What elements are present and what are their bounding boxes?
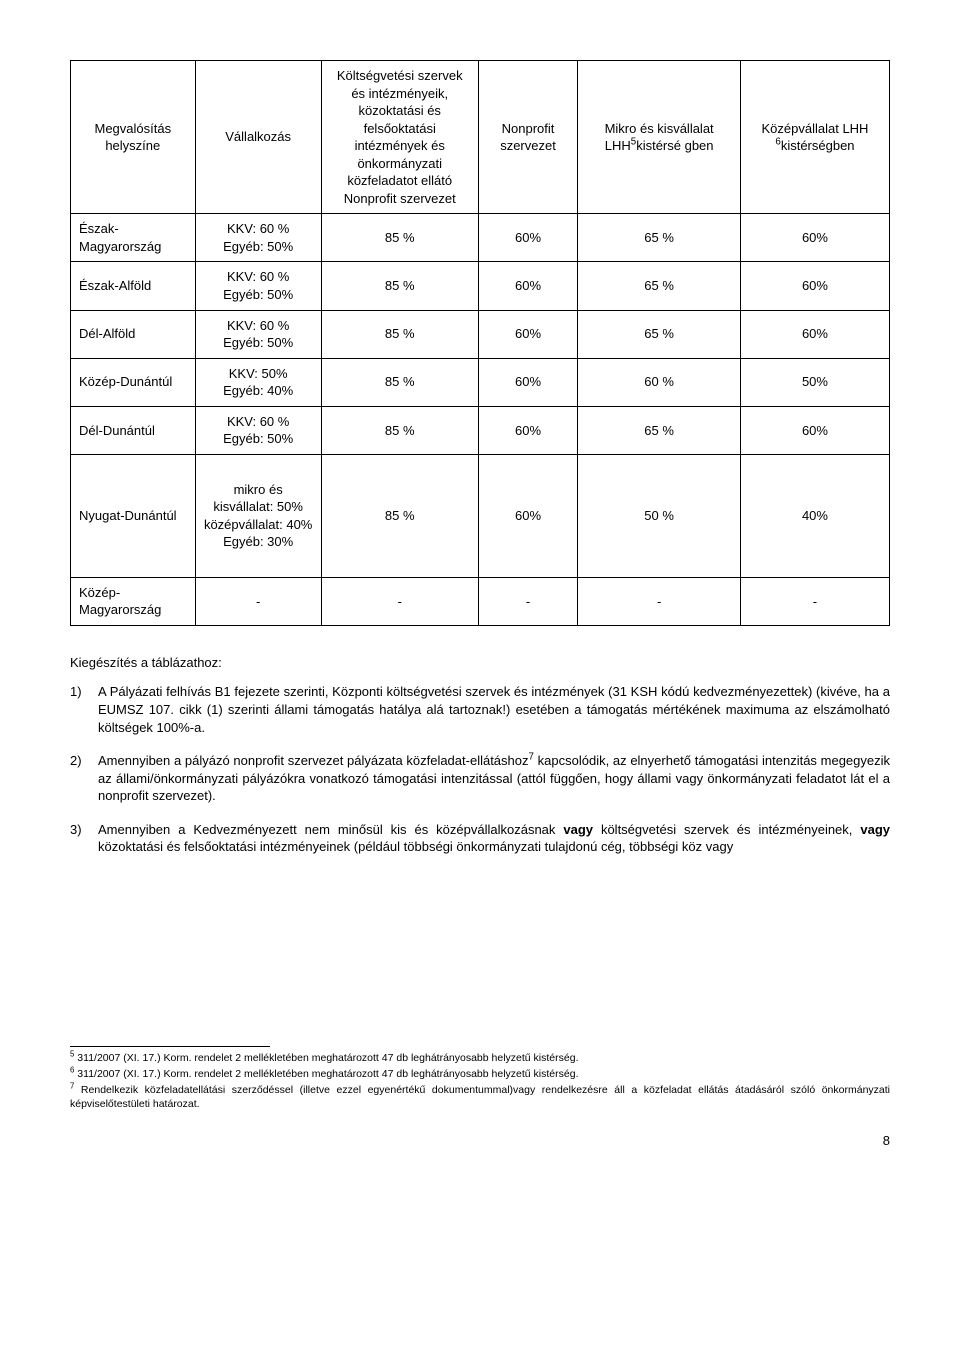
col-kozep: Középvállalat LHH 6kistérségben xyxy=(740,61,889,214)
cell-value: 85 % xyxy=(321,310,478,358)
cell-vallalkozas: KKV: 50%Egyéb: 40% xyxy=(195,358,321,406)
list-item: Amennyiben a pályázó nonprofit szervezet… xyxy=(98,752,890,805)
cell-value: 60% xyxy=(478,214,578,262)
col-nonprofit: Nonprofit szervezet xyxy=(478,61,578,214)
col-region: Megvalósítás helyszíne xyxy=(71,61,196,214)
table-row: Közép-Magyarország----- xyxy=(71,577,890,625)
cell-region: Észak-Magyarország xyxy=(71,214,196,262)
cell-value: 65 % xyxy=(578,406,741,454)
cell-value: 85 % xyxy=(321,454,478,577)
cell-region: Közép-Dunántúl xyxy=(71,358,196,406)
cell-value: 60% xyxy=(478,406,578,454)
cell-value: 60% xyxy=(478,454,578,577)
cell-value: 60% xyxy=(478,310,578,358)
table-row: Közép-DunántúlKKV: 50%Egyéb: 40%85 %60%6… xyxy=(71,358,890,406)
cell-value: 65 % xyxy=(578,310,741,358)
cell-region: Közép-Magyarország xyxy=(71,577,196,625)
cell-region: Észak-Alföld xyxy=(71,262,196,310)
cell-region: Nyugat-Dunántúl xyxy=(71,454,196,577)
cell-value: - xyxy=(740,577,889,625)
table-header-row: Megvalósítás helyszíne Vállalkozás Költs… xyxy=(71,61,890,214)
list-item: Amennyiben a Kedvezményezett nem minősül… xyxy=(98,821,890,856)
footnote: 7 Rendelkezik közfeladatellátási szerződ… xyxy=(70,1083,890,1111)
supplement-heading: Kiegészítés a táblázathoz: xyxy=(70,654,890,672)
footnotes: 5 311/2007 (XI. 17.) Korm. rendelet 2 me… xyxy=(70,1051,890,1112)
cell-value: 60% xyxy=(740,406,889,454)
table-row: Észak-AlföldKKV: 60 %Egyéb: 50%85 %60%65… xyxy=(71,262,890,310)
cell-value: 50% xyxy=(740,358,889,406)
cell-region: Dél-Alföld xyxy=(71,310,196,358)
cell-value: - xyxy=(321,577,478,625)
cell-value: 85 % xyxy=(321,406,478,454)
cell-value: 60 % xyxy=(578,358,741,406)
cell-region: Dél-Dunántúl xyxy=(71,406,196,454)
col-mikro: Mikro és kisvállalat LHH5kistérsé gben xyxy=(578,61,741,214)
table-row: Dél-AlföldKKV: 60 %Egyéb: 50%85 %60%65 %… xyxy=(71,310,890,358)
table-row: Nyugat-Dunántúlmikro és kisvállalat: 50%… xyxy=(71,454,890,577)
table-row: Dél-DunántúlKKV: 60 %Egyéb: 50%85 %60%65… xyxy=(71,406,890,454)
cell-value: 65 % xyxy=(578,214,741,262)
page-number: 8 xyxy=(70,1132,890,1150)
col-kozep-text: Középvállalat LHH xyxy=(762,121,869,136)
footnote: 6 311/2007 (XI. 17.) Korm. rendelet 2 me… xyxy=(70,1067,890,1081)
footnote: 5 311/2007 (XI. 17.) Korm. rendelet 2 me… xyxy=(70,1051,890,1065)
col-kozep-suffix: kistérségben xyxy=(781,138,855,153)
cell-value: 50 % xyxy=(578,454,741,577)
cell-vallalkozas: - xyxy=(195,577,321,625)
table-row: Észak-MagyarországKKV: 60 %Egyéb: 50%85 … xyxy=(71,214,890,262)
cell-value: 65 % xyxy=(578,262,741,310)
cell-value: 85 % xyxy=(321,214,478,262)
cell-value: 60% xyxy=(740,214,889,262)
data-table: Megvalósítás helyszíne Vállalkozás Költs… xyxy=(70,60,890,626)
cell-vallalkozas: KKV: 60 %Egyéb: 50% xyxy=(195,262,321,310)
footnotes-separator xyxy=(70,1046,270,1047)
list-item: A Pályázati felhívás B1 fejezete szerint… xyxy=(98,683,890,736)
col-vallalkozas: Vállalkozás xyxy=(195,61,321,214)
cell-value: - xyxy=(578,577,741,625)
cell-vallalkozas: KKV: 60 %Egyéb: 50% xyxy=(195,406,321,454)
cell-value: 60% xyxy=(478,358,578,406)
cell-value: 85 % xyxy=(321,262,478,310)
cell-value: 60% xyxy=(478,262,578,310)
col-koltsegvetesi: Költségvetési szervek és intézményeik, k… xyxy=(321,61,478,214)
cell-vallalkozas: KKV: 60 %Egyéb: 50% xyxy=(195,310,321,358)
cell-value: 60% xyxy=(740,310,889,358)
cell-value: 60% xyxy=(740,262,889,310)
cell-value: - xyxy=(478,577,578,625)
cell-value: 85 % xyxy=(321,358,478,406)
col-mikro-suffix: kistérsé gben xyxy=(636,138,713,153)
numbered-list: A Pályázati felhívás B1 fejezete szerint… xyxy=(70,683,890,855)
cell-value: 40% xyxy=(740,454,889,577)
cell-vallalkozas: mikro és kisvállalat: 50%középvállalat: … xyxy=(195,454,321,577)
cell-vallalkozas: KKV: 60 %Egyéb: 50% xyxy=(195,214,321,262)
